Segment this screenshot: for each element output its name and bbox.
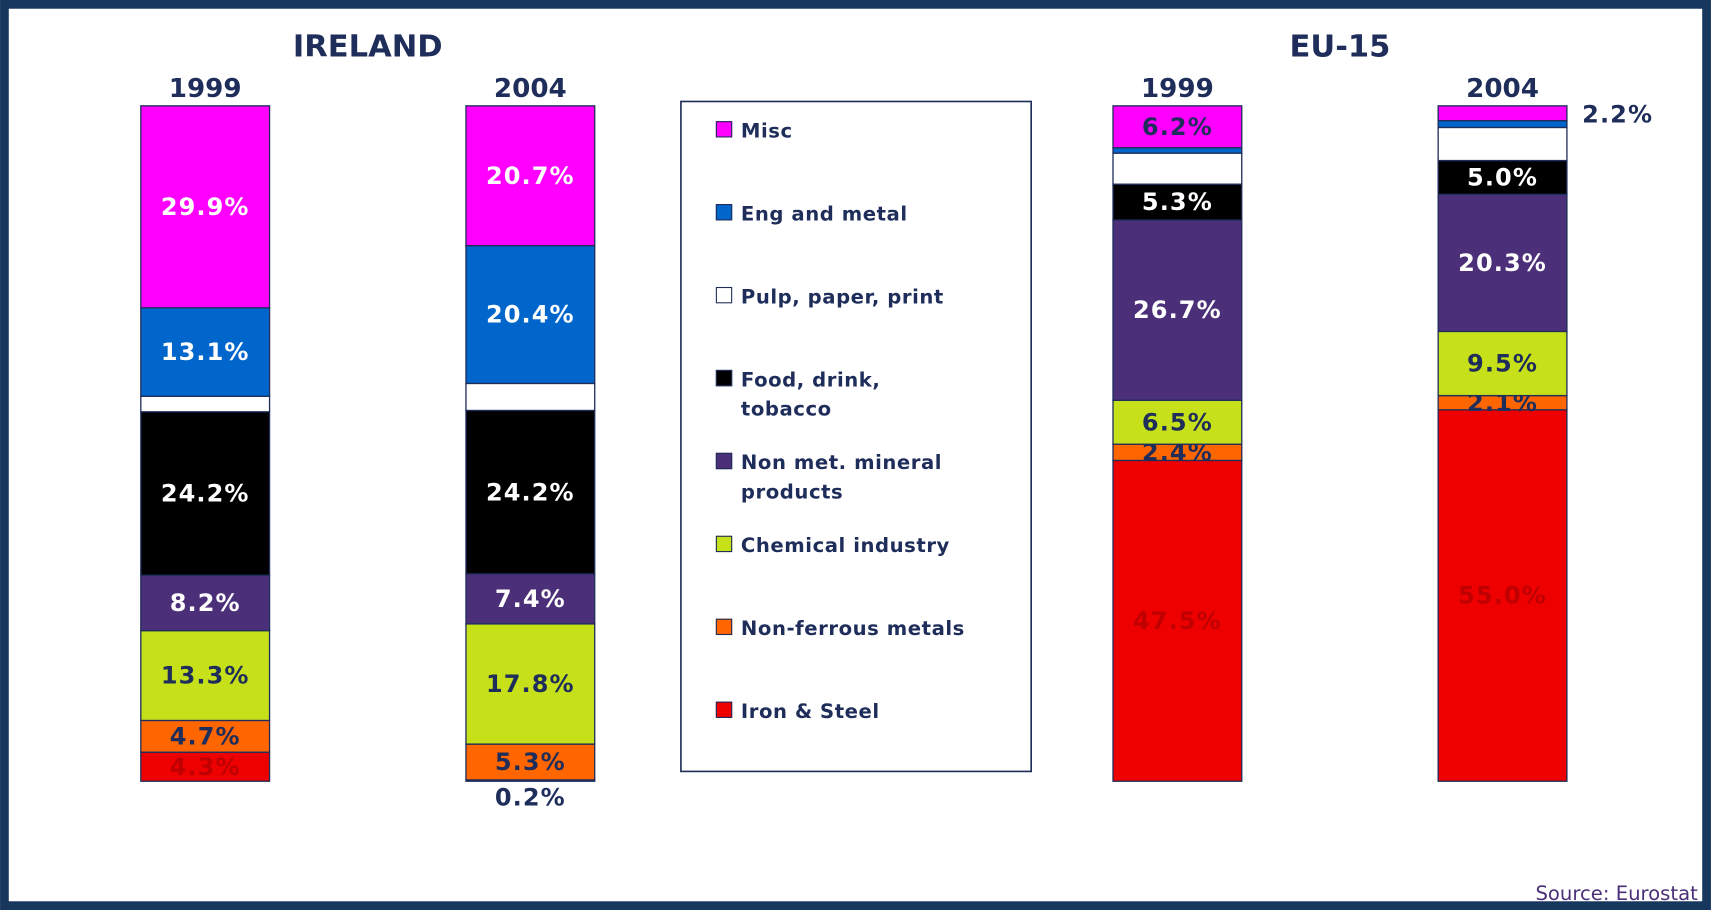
bar-segment: [140, 411, 271, 576]
data-label: 8.2%: [170, 589, 241, 617]
legend-item: Non met. mineral products: [715, 448, 1011, 507]
bar-segment: [1112, 183, 1243, 221]
legend-items: Misc Eng and metal Pulp, paper, print Food,…: [681, 101, 1031, 771]
bar-segment: [1112, 459, 1243, 782]
bar-segment: [1112, 399, 1243, 445]
legend-swatch: [715, 535, 733, 553]
legend-item: Food, drink, tobacco: [715, 366, 1011, 425]
data-label: 20.7%: [486, 162, 575, 190]
data-label: 4.7%: [170, 722, 241, 750]
data-label: 24.2%: [486, 478, 575, 506]
legend-swatch: [715, 369, 733, 387]
bar-segment: [1112, 147, 1243, 154]
data-label: 5.0%: [1467, 164, 1538, 192]
data-label: 47.5%: [1133, 607, 1222, 635]
bar-segment: [140, 105, 271, 309]
legend-swatch: [715, 701, 733, 718]
data-label: 5.3%: [495, 748, 566, 776]
bar-segment: [140, 574, 271, 632]
bar-category: 2004: [494, 74, 567, 104]
bar-segment: [1437, 105, 1568, 122]
bar-segment: [465, 409, 596, 575]
legend-swatch: [715, 618, 733, 636]
legend-label: Iron & Steel: [740, 700, 880, 724]
bar-category: 2004: [1466, 74, 1539, 104]
data-label: 55.0%: [1458, 582, 1547, 610]
legend-swatch: [715, 286, 733, 304]
source: Source: Eurostat: [1535, 882, 1698, 905]
data-label: 20.4%: [486, 301, 575, 329]
bar-segment: [465, 244, 596, 385]
data-label: 9.5%: [1467, 350, 1538, 378]
legend-item: Non-ferrous metals: [715, 614, 1011, 643]
group-title: IRELAND: [293, 30, 443, 65]
bar-segment: [465, 573, 596, 625]
bar-segment: [140, 629, 271, 722]
bar-segment: [140, 307, 271, 397]
data-label: 4.3%: [170, 753, 241, 781]
legend-label: Chemical industry: [740, 534, 950, 558]
bar-segment: [465, 105, 596, 247]
legend: Misc Eng and metal Pulp, paper, print Food,…: [681, 101, 1031, 771]
legend-label: Non met. mineral products: [740, 451, 943, 505]
legend-swatch: [715, 452, 733, 470]
legend-label: Misc: [740, 120, 793, 143]
data-label: 2.2%: [1582, 101, 1653, 129]
data-label: 24.2%: [161, 480, 250, 508]
bar-segment: [1112, 219, 1243, 401]
data-label: 6.2%: [1142, 113, 1213, 141]
data-label: 13.1%: [161, 338, 250, 366]
data-label: 13.3%: [161, 662, 250, 690]
data-label: 17.8%: [486, 670, 575, 698]
data-label: 7.4%: [495, 585, 566, 613]
legend-item: Pulp, paper, print: [715, 283, 1011, 312]
legend-swatch: [715, 121, 733, 138]
bar-segment: [465, 623, 596, 745]
data-label: 6.5%: [1142, 408, 1213, 436]
legend-item: Misc: [715, 117, 1011, 146]
bar-segment: [1437, 126, 1568, 162]
legend-box: [680, 100, 1032, 773]
data-label: 20.3%: [1458, 249, 1547, 277]
bar-category: 1999: [169, 74, 242, 104]
bar-segment: [1437, 193, 1568, 333]
legend-item: Eng and metal: [715, 200, 1011, 229]
group-title: EU-15: [1290, 30, 1391, 65]
data-label: 0.2%: [495, 784, 566, 812]
bar-segment: [1437, 120, 1568, 129]
legend-item: Iron & Steel: [715, 697, 1011, 726]
legend-label: Non-ferrous metals: [740, 617, 965, 641]
bar-segment: [1112, 152, 1243, 185]
legend-label: Pulp, paper, print: [740, 285, 944, 309]
bar-segment: [140, 719, 271, 753]
bar-segment: [1437, 409, 1568, 782]
bar-segment: [1112, 105, 1243, 149]
data-label: 29.9%: [161, 193, 250, 221]
data-label: 5.3%: [1142, 188, 1213, 216]
data-label: 26.7%: [1133, 296, 1222, 324]
legend-label: Eng and metal: [740, 202, 908, 226]
bar-segment: [1437, 330, 1568, 397]
bar-segment: [1437, 159, 1568, 195]
bar-category: 1999: [1141, 74, 1214, 104]
bar-segment: [465, 382, 596, 412]
legend-swatch: [715, 204, 733, 221]
legend-item: Chemical industry: [715, 531, 1011, 560]
legend-label: Food, drink, tobacco: [740, 368, 881, 422]
bar-segment: [140, 395, 271, 413]
